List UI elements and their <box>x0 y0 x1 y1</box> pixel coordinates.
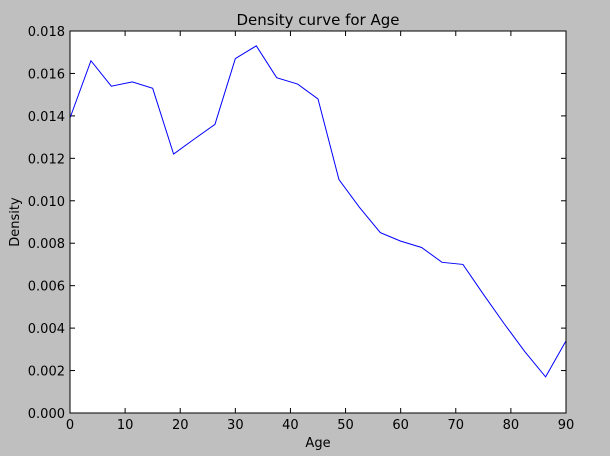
y-tick-label: 0.002 <box>28 365 65 380</box>
y-tick-label: 0.012 <box>28 152 65 167</box>
x-tick-label: 30 <box>227 418 244 433</box>
x-tick-label: 40 <box>282 418 299 433</box>
x-tick-label: 50 <box>337 418 354 433</box>
chart-title: Density curve for Age <box>237 11 400 29</box>
density-line <box>69 45 567 378</box>
y-tick-label: 0.014 <box>28 110 65 125</box>
x-axis-ticks: 0 10 20 30 40 50 60 70 80 90 <box>66 31 574 433</box>
x-axis-label: Age <box>305 436 330 451</box>
y-tick-label: 0.006 <box>28 280 65 295</box>
x-tick-label: 20 <box>172 418 189 433</box>
y-axis-label: Density <box>8 197 23 247</box>
plot-frame <box>69 30 567 414</box>
y-tick-label: 0.010 <box>28 195 65 210</box>
y-tick-label: 0.018 <box>28 25 65 40</box>
y-axis-ticks: 0.000 0.002 0.004 0.006 0.008 0.010 0.012 0.014… <box>28 25 566 422</box>
y-tick-label: 0.008 <box>28 237 65 252</box>
x-tick-label: 60 <box>392 418 409 433</box>
x-tick-label: 10 <box>117 418 134 433</box>
x-tick-label: 0 <box>66 418 74 433</box>
y-tick-label: 0.016 <box>28 67 65 82</box>
x-tick-label: 80 <box>503 418 520 433</box>
y-tick-label: 0.004 <box>28 322 65 337</box>
y-tick-label: 0.000 <box>28 407 65 422</box>
plot-area <box>70 31 566 413</box>
x-tick-label: 70 <box>448 418 465 433</box>
x-tick-label: 90 <box>558 418 575 433</box>
